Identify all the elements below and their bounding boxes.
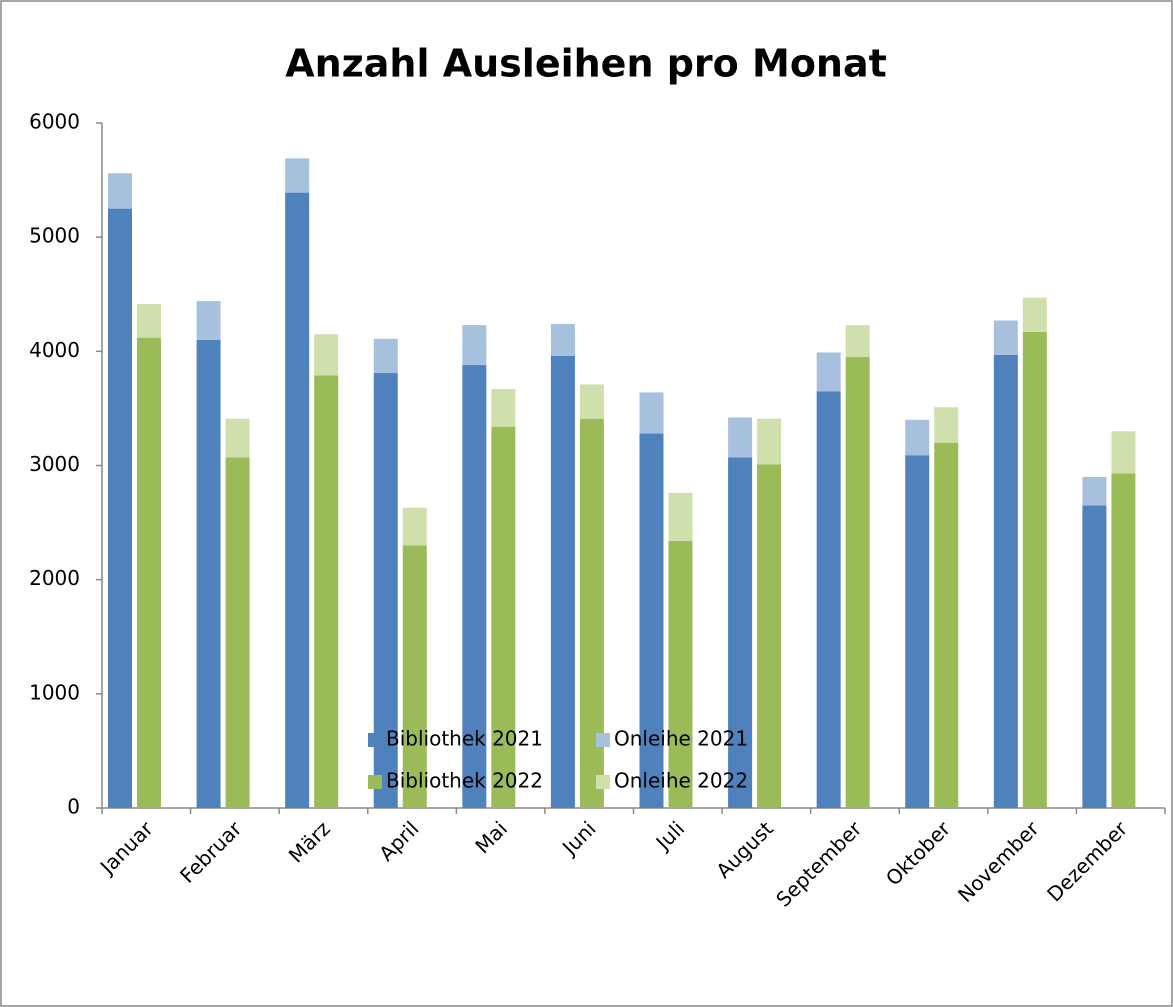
- bar: [845, 357, 870, 808]
- legend-label: Bibliothek 2021: [386, 727, 543, 751]
- bar: [993, 354, 1018, 808]
- legend-swatch: [596, 733, 610, 747]
- bar: [137, 303, 161, 338]
- chart-title: Anzahl Ausleihen pro Monat: [285, 42, 887, 86]
- bar: [196, 339, 221, 808]
- bar: [550, 323, 575, 356]
- bar: [639, 392, 664, 434]
- bar: [905, 419, 930, 456]
- bar: [108, 208, 132, 808]
- y-tick-label: 6000: [29, 110, 80, 134]
- bar: [816, 352, 841, 392]
- bar: [728, 417, 753, 458]
- bar: [108, 173, 132, 209]
- bar: [225, 457, 250, 808]
- legend-swatch: [368, 733, 382, 747]
- y-tick-label: 0: [67, 795, 80, 819]
- bar: [1082, 505, 1107, 808]
- bar: [314, 375, 339, 808]
- bar: [491, 426, 516, 808]
- bar: [1111, 473, 1136, 808]
- bar: [1082, 476, 1107, 506]
- bar: [314, 334, 339, 376]
- bar: [579, 384, 604, 419]
- bar: [934, 442, 959, 808]
- bar: [816, 391, 841, 808]
- legend-label: Onleihe 2021: [614, 727, 748, 751]
- bar: [402, 507, 427, 546]
- bar: [934, 407, 959, 443]
- bar: [668, 492, 693, 541]
- bar: [905, 455, 930, 808]
- bar: [285, 158, 310, 193]
- bar: [462, 365, 487, 808]
- bar: [373, 338, 398, 374]
- y-tick-label: 4000: [29, 338, 80, 362]
- bar: [196, 301, 221, 340]
- bar: [728, 457, 753, 808]
- legend-label: Bibliothek 2022: [386, 769, 543, 793]
- bar: [137, 337, 161, 808]
- bar: [757, 464, 782, 808]
- y-tick-label: 3000: [29, 452, 80, 476]
- bar: [845, 325, 870, 358]
- bar: [225, 418, 250, 458]
- legend-swatch: [368, 775, 382, 789]
- bar: [285, 192, 310, 808]
- bar: [1022, 297, 1047, 332]
- bar: [579, 418, 604, 808]
- bar: [668, 540, 693, 808]
- y-tick-label: 2000: [29, 566, 80, 590]
- bar: [491, 389, 516, 427]
- bar: [1111, 431, 1136, 474]
- bar: [462, 325, 487, 366]
- y-tick-label: 5000: [29, 224, 80, 248]
- bar: [993, 320, 1018, 355]
- bar: [757, 418, 782, 465]
- bar: [550, 355, 575, 808]
- legend-label: Onleihe 2022: [614, 769, 748, 793]
- bar: [639, 433, 664, 808]
- bar: [1022, 331, 1047, 808]
- y-tick-label: 1000: [29, 680, 80, 704]
- legend-swatch: [596, 775, 610, 789]
- bar: [402, 545, 427, 808]
